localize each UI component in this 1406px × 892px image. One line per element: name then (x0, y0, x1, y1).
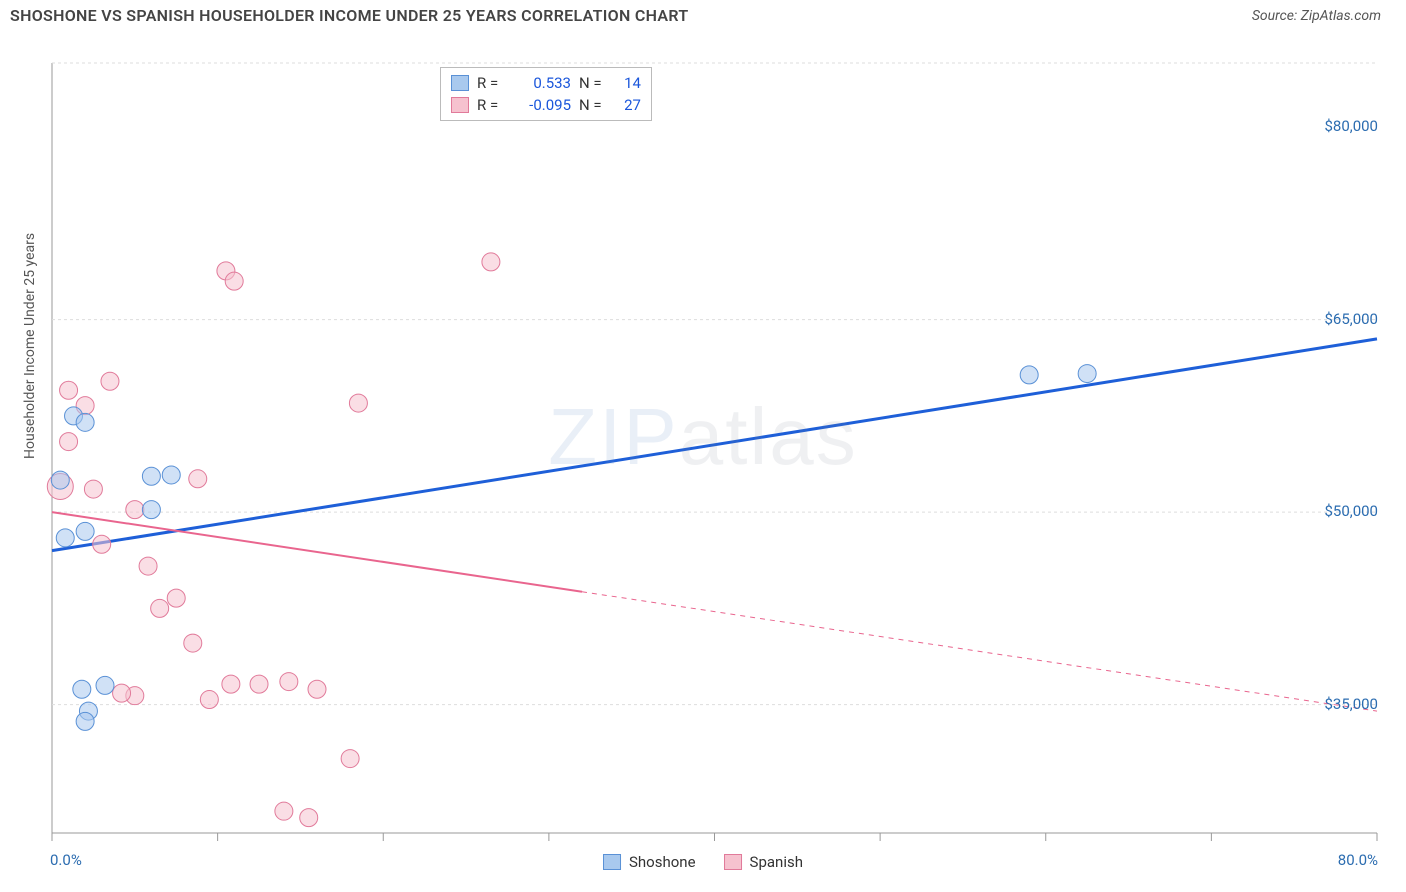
y-tick-label: $65,000 (1324, 310, 1378, 328)
r-value-spanish: -0.095 (511, 94, 571, 116)
n-value-spanish: 27 (617, 94, 641, 116)
swatch-shoshone (451, 75, 469, 91)
legend-row-shoshone: R = 0.533 N = 14 (451, 72, 641, 94)
swatch-spanish (451, 97, 469, 113)
y-axis-label: Householder Income Under 25 years (22, 233, 38, 459)
swatch-spanish (724, 854, 742, 870)
chart-source: Source: ZipAtlas.com (1252, 8, 1381, 24)
legend-item-spanish: Spanish (724, 853, 803, 871)
r-label: R = (477, 94, 503, 116)
legend-row-spanish: R = -0.095 N = 27 (451, 94, 641, 116)
y-tick-label: $35,000 (1324, 695, 1378, 713)
n-label: N = (579, 72, 609, 94)
x-axis-min: 0.0% (50, 851, 82, 869)
n-value-shoshone: 14 (617, 72, 641, 94)
r-value-shoshone: 0.533 (511, 72, 571, 94)
y-tick-label: $50,000 (1324, 502, 1378, 520)
r-label: R = (477, 72, 503, 94)
scatter-plot-svg (0, 29, 1406, 849)
series-legend: Shoshone Spanish (603, 853, 803, 871)
chart-title: SHOSHONE VS SPANISH HOUSEHOLDER INCOME U… (10, 6, 688, 25)
n-label: N = (579, 94, 609, 116)
legend-item-shoshone: Shoshone (603, 853, 696, 871)
chart-header: SHOSHONE VS SPANISH HOUSEHOLDER INCOME U… (0, 0, 1406, 29)
legend-label-shoshone: Shoshone (629, 853, 696, 871)
swatch-shoshone (603, 854, 621, 870)
y-tick-label: $80,000 (1324, 117, 1378, 135)
chart-area: Householder Income Under 25 years ZIPatl… (0, 29, 1406, 879)
correlation-legend: R = 0.533 N = 14 R = -0.095 N = 27 (440, 67, 652, 121)
x-axis-max: 80.0% (1338, 851, 1378, 869)
legend-label-spanish: Spanish (750, 853, 803, 871)
